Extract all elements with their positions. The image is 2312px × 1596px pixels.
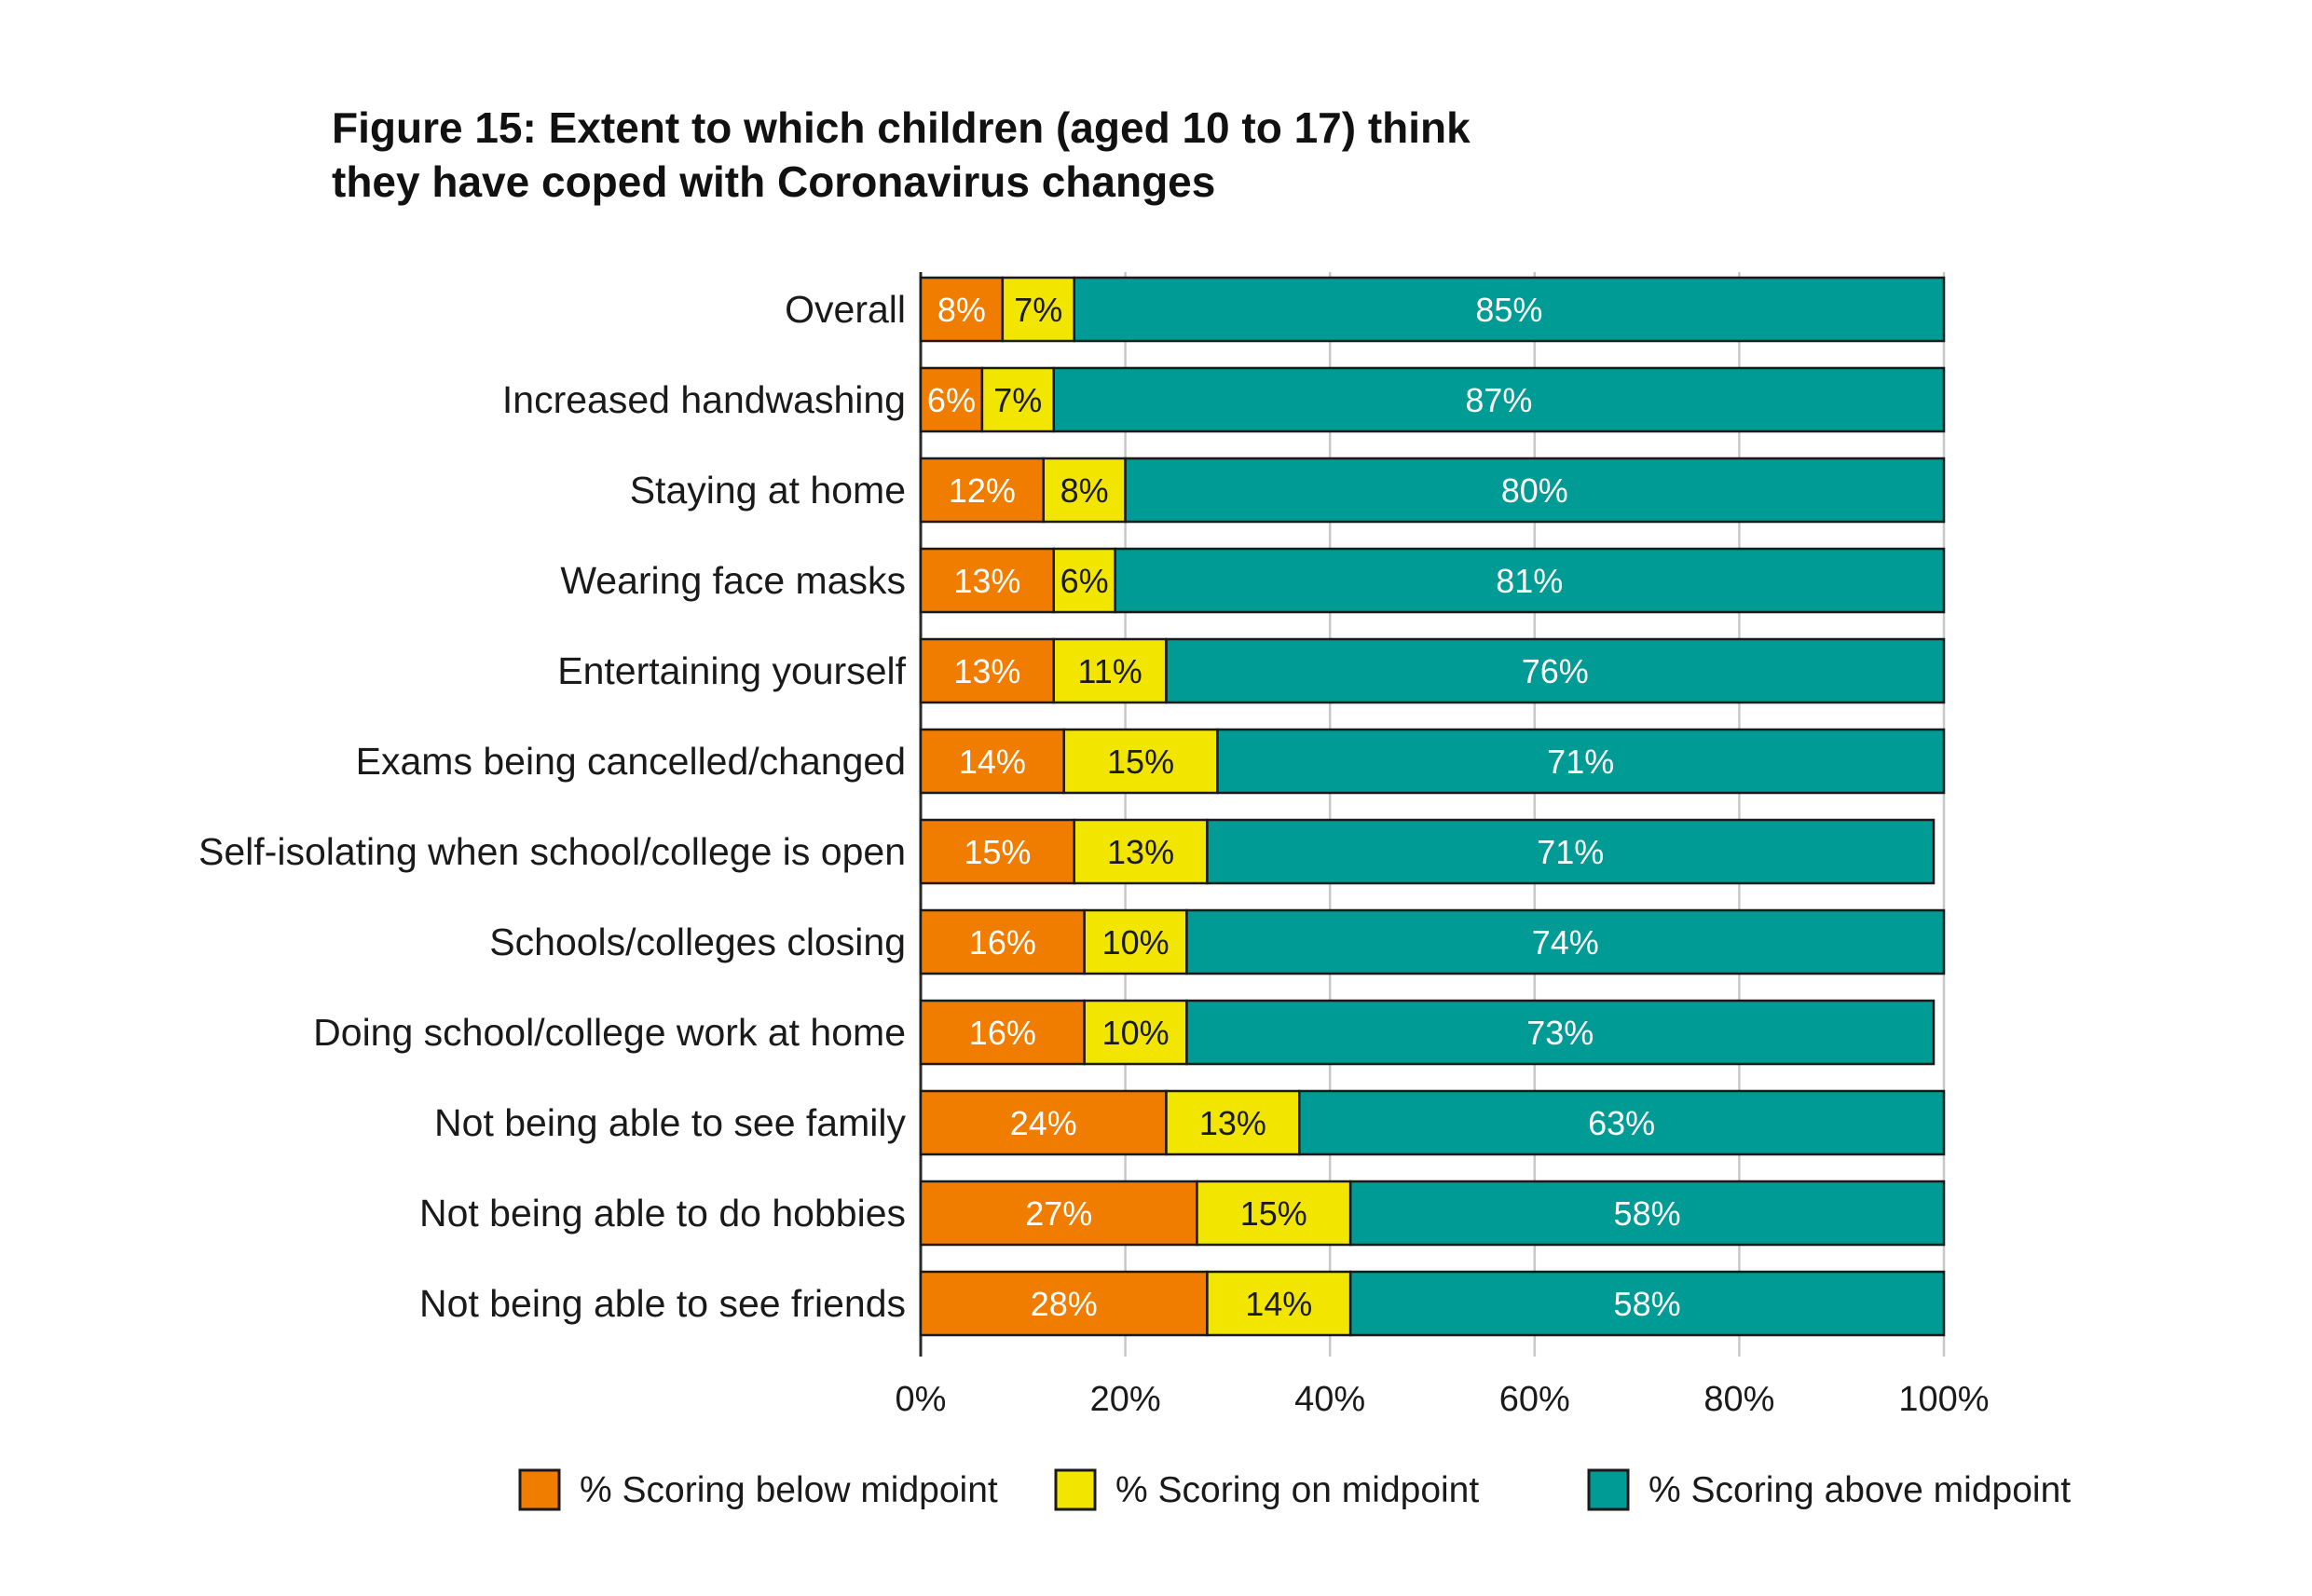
chart-title-line-2: they have coped with Coronavirus changes <box>332 157 1216 206</box>
data-label: 87% <box>1465 381 1532 419</box>
x-tick-label: 0% <box>896 1380 947 1419</box>
data-label: 76% <box>1522 652 1589 690</box>
data-label: 13% <box>1107 833 1174 871</box>
data-label: 16% <box>969 923 1036 962</box>
bar-self-isolating-when-school-college-is-open-series-2 <box>1073 818 1209 885</box>
category-label: Increased handwashing <box>502 378 906 421</box>
data-label: 7% <box>993 381 1042 419</box>
bar-wearing-face-masks-series-2 <box>1052 547 1116 614</box>
category-labels: Overall Increased handwashing Staying at h… <box>198 288 907 1325</box>
chart-title-line-1: Figure 15: Extent to which children (age… <box>332 103 1471 152</box>
data-label: 13% <box>953 562 1020 600</box>
category-label: Exams being cancelled/changed <box>356 740 906 783</box>
data-label: 14% <box>1245 1285 1312 1323</box>
bar-not-being-able-to-see-family-series-2 <box>1165 1089 1301 1156</box>
category-label: Self-isolating when school/college is op… <box>198 830 906 873</box>
bar-staying-at-home-series-3 <box>1124 457 1946 524</box>
data-label: 27% <box>1025 1194 1092 1233</box>
bar-not-being-able-to-see-friends-series-3 <box>1348 1270 1946 1337</box>
data-label: 81% <box>1496 562 1563 600</box>
bar-increased-handwashing-series-2 <box>980 366 1055 433</box>
bar-schools-colleges-closing-series-1 <box>919 908 1086 975</box>
x-tick-label: 20% <box>1090 1380 1161 1419</box>
data-label: 8% <box>937 291 986 329</box>
data-label: 13% <box>953 652 1020 690</box>
x-tick-label: 40% <box>1294 1380 1365 1419</box>
bar-not-being-able-to-do-hobbies-series-1 <box>919 1180 1198 1247</box>
bar-exams-being-cancelled-changed-series-2 <box>1062 728 1219 795</box>
data-label: 63% <box>1588 1104 1655 1142</box>
data-label: 85% <box>1475 291 1542 329</box>
bar-wearing-face-masks-series-3 <box>1114 547 1946 614</box>
data-label: 8% <box>1060 471 1109 510</box>
bar-increased-handwashing-series-1 <box>919 366 984 433</box>
data-label: 73% <box>1526 1014 1594 1052</box>
legend-label: % Scoring on midpoint <box>1115 1470 1479 1510</box>
bar-not-being-able-to-see-friends-series-2 <box>1206 1270 1352 1337</box>
legend-swatch <box>1054 1468 1097 1511</box>
bar-not-being-able-to-do-hobbies-series-3 <box>1348 1180 1946 1247</box>
grid-lines <box>919 272 1946 1357</box>
legend-label: % Scoring below midpoint <box>580 1470 998 1510</box>
data-label: 10% <box>1102 1014 1170 1052</box>
bar-not-being-able-to-do-hobbies-series-2 <box>1196 1180 1352 1247</box>
bar-schools-colleges-closing-series-3 <box>1185 908 1946 975</box>
category-label: Doing school/college work at home <box>313 1011 906 1054</box>
bar-entertaining-yourself-series-1 <box>919 637 1055 704</box>
bar-doing-school-college-work-at-home-series-3 <box>1185 999 1936 1066</box>
data-label: 15% <box>1240 1194 1307 1233</box>
data-label: 58% <box>1614 1285 1681 1323</box>
x-tick-label: 100% <box>1898 1380 1989 1419</box>
category-label: Not being able to see friends <box>419 1282 906 1325</box>
data-label: 6% <box>1060 562 1109 600</box>
category-label: Staying at home <box>630 469 906 512</box>
bar-not-being-able-to-see-family-series-3 <box>1298 1089 1946 1156</box>
bar-exams-being-cancelled-changed-series-3 <box>1216 728 1946 795</box>
bar-overall-series-2 <box>1001 276 1075 343</box>
data-label: 15% <box>1107 743 1174 781</box>
bar-wearing-face-masks-series-1 <box>919 547 1055 614</box>
category-label: Overall <box>785 288 906 331</box>
bars: 8% 7% 85% 6% 7% 87% 12% 8% 80% 13% 6% 81% 13% 11% 76% 1… <box>919 276 1946 1337</box>
bar-entertaining-yourself-series-3 <box>1165 637 1946 704</box>
x-axis-ticks: 0% 20% 40% 60% 80% 100% <box>896 1380 1990 1419</box>
data-label: 74% <box>1532 923 1599 962</box>
x-tick-label: 60% <box>1499 1380 1570 1419</box>
data-label: 24% <box>1010 1104 1077 1142</box>
data-label: 58% <box>1614 1194 1681 1233</box>
legend-swatch <box>1587 1468 1630 1511</box>
bar-exams-being-cancelled-changed-series-1 <box>919 728 1065 795</box>
category-label: Entertaining yourself <box>557 649 906 692</box>
legend-label: % Scoring above midpoint <box>1648 1470 2071 1510</box>
category-label: Not being able to see family <box>434 1101 906 1144</box>
category-label: Wearing face masks <box>560 559 906 602</box>
data-label: 71% <box>1537 833 1604 871</box>
data-label: 16% <box>969 1014 1036 1052</box>
bar-entertaining-yourself-series-2 <box>1052 637 1168 704</box>
legend: % Scoring below midpoint % Scoring on mid… <box>518 1468 2071 1511</box>
bar-increased-handwashing-series-3 <box>1052 366 1946 433</box>
legend-swatch <box>518 1468 561 1511</box>
data-label: 6% <box>927 381 976 419</box>
data-label: 7% <box>1014 291 1062 329</box>
bar-overall-series-1 <box>919 276 1005 343</box>
data-label: 28% <box>1031 1285 1098 1323</box>
data-label: 14% <box>959 743 1026 781</box>
data-label: 11% <box>1077 652 1142 690</box>
data-label: 15% <box>964 833 1031 871</box>
bar-doing-school-college-work-at-home-series-2 <box>1083 999 1188 1066</box>
data-label: 13% <box>1199 1104 1266 1142</box>
x-tick-label: 80% <box>1703 1380 1774 1419</box>
data-label: 80% <box>1501 471 1568 510</box>
data-label: 12% <box>949 471 1016 510</box>
data-label: 10% <box>1102 923 1170 962</box>
bar-staying-at-home-series-1 <box>919 457 1046 524</box>
bar-self-isolating-when-school-college-is-open-series-3 <box>1206 818 1936 885</box>
category-label: Schools/colleges closing <box>489 921 906 963</box>
category-label: Not being able to do hobbies <box>419 1192 906 1235</box>
data-label: 71% <box>1547 743 1614 781</box>
chart-title: Figure 15: Extent to which children (age… <box>332 101 1636 209</box>
bar-overall-series-3 <box>1073 276 1946 343</box>
